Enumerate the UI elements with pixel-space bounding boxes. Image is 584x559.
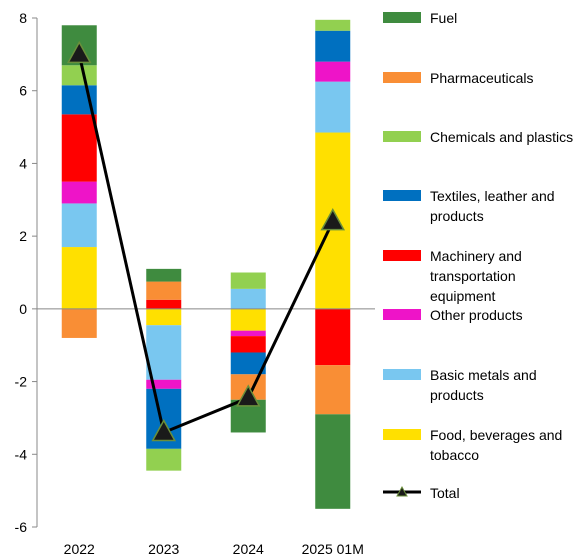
legend-swatch [383,12,421,23]
legend-swatch [383,309,421,320]
legend-item: Basic metals and products [383,365,583,405]
bar-segment [146,379,182,389]
legend-swatch [383,369,421,380]
bar-segment [315,81,351,133]
legend-item: Machinery and transportation equipment [383,246,583,306]
legend-marker [396,485,408,497]
legend-item: Pharmaceuticals [383,68,583,88]
legend-label: Fuel [430,10,458,26]
bar-segment [230,336,266,353]
bar-segment [61,308,97,338]
legend-swatch [383,485,421,497]
legend-label: Textiles, leather and products [430,188,555,224]
legend-swatch [383,250,421,261]
legend-swatch [383,131,421,142]
legend-label: Other products [430,307,523,323]
bar-segment [315,365,351,415]
bar-segment [61,181,97,204]
legend-label: Basic metals and products [430,367,537,403]
x-tick-label: 2024 [233,541,264,557]
bar-segment [230,272,266,289]
bar-segment [146,281,182,300]
legend-item: Total [383,483,583,503]
bar-segment [315,19,351,31]
x-tick-label: 2023 [148,541,179,557]
y-tick-label: 0 [19,301,27,317]
total-line [77,54,335,435]
legend-swatch [383,190,421,201]
bar-segment [230,308,266,331]
bar-segment [61,203,97,248]
y-tick-label: -2 [15,374,28,390]
legend-label: Food, beverages and tobacco [430,427,563,463]
legend-label: Pharmaceuticals [430,70,534,86]
legend-label: Chemicals and plastics [430,129,574,145]
x-tick-label: 2022 [64,541,95,557]
total-marker [235,384,261,407]
y-tick-label: -6 [15,519,28,535]
bar-segment [61,65,97,86]
bar-segment [61,247,97,309]
legend-item: Food, beverages and tobacco [383,425,583,465]
y-tick-label: -4 [15,446,28,462]
legend-item: Other products [383,305,583,325]
bar-segment [230,288,266,309]
bar-segment [315,61,351,82]
legend-item: Fuel [383,8,583,28]
y-tick-label: 8 [19,10,27,26]
bar-segment [61,114,97,182]
bar-segment [146,448,182,471]
bar-segment [146,268,182,282]
y-tick-label: 6 [19,83,27,99]
bar-segment [230,330,266,337]
bar-segment [146,299,182,309]
bar-segment [146,325,182,380]
bar-segment [230,352,266,375]
legend-swatch [383,429,421,440]
x-tick-label: 2025 01M [302,541,364,557]
bar-segment [315,308,351,366]
y-tick-label: 4 [19,155,27,171]
legend-label: Total [430,485,460,501]
total-marker [66,40,92,64]
legend-item: Chemicals and plastics [383,127,583,147]
legend-item: Textiles, leather and products [383,186,583,226]
legend-swatch [383,72,421,83]
total-marker [320,208,346,231]
legend-label: Machinery and transportation equipment [430,248,522,304]
total-marker [151,418,177,442]
bar-segment [315,30,351,62]
bar-segment [315,414,351,509]
y-tick-label: 2 [19,228,27,244]
bar-segment [146,308,182,326]
